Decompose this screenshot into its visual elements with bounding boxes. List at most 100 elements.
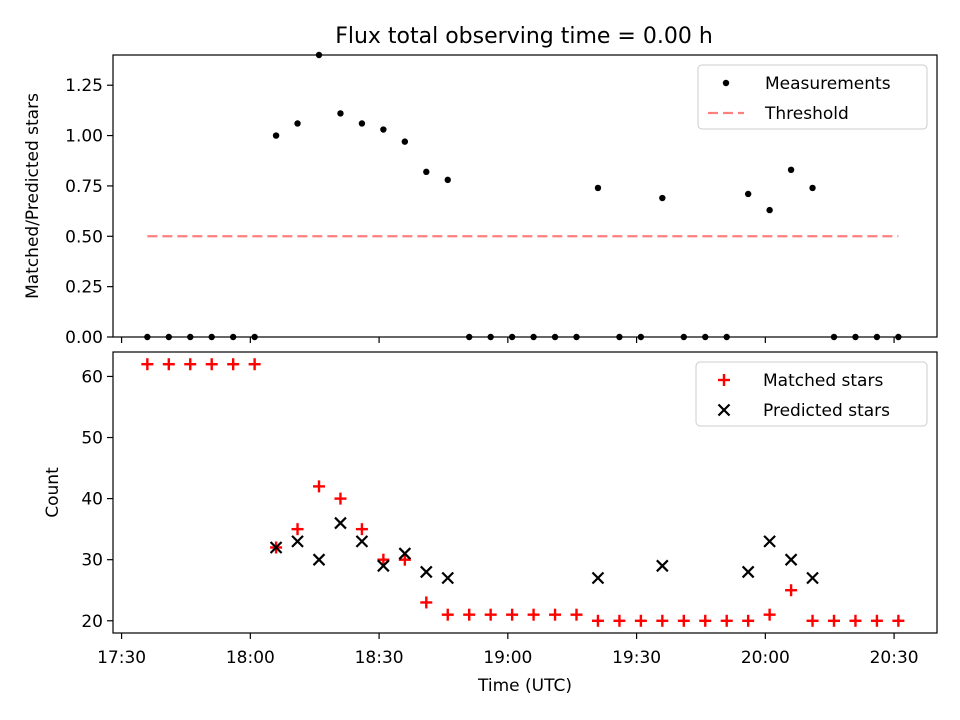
predicted-star-point xyxy=(806,571,819,585)
predicted-star-point xyxy=(763,535,776,548)
matched-star-point xyxy=(355,523,368,536)
measurement-point xyxy=(358,120,366,127)
predicted-star-point xyxy=(269,541,283,554)
measurement-point xyxy=(315,51,323,59)
predicted-star-point xyxy=(656,559,669,573)
matched-star-point xyxy=(398,553,411,566)
matched-star-point xyxy=(441,608,454,621)
predicted-star-point xyxy=(741,565,755,579)
measurement-point xyxy=(594,184,602,192)
legend-label: Threshold xyxy=(764,104,849,124)
predicted-star-point xyxy=(441,571,455,585)
legend-box xyxy=(697,64,928,130)
matched-star-point xyxy=(248,358,261,371)
matched-star-point xyxy=(742,614,755,627)
legend-key xyxy=(717,403,731,417)
matched-star-point xyxy=(763,608,776,621)
measurement-point xyxy=(294,120,301,127)
predicted-star-point xyxy=(784,553,798,566)
matched-star-point xyxy=(613,614,626,627)
x-tick-label: 18:30 xyxy=(355,648,404,668)
legend-box xyxy=(695,361,928,427)
matched-star-point xyxy=(634,614,647,627)
measurement-point xyxy=(852,333,859,341)
measurement-point xyxy=(573,333,580,341)
measurement-point xyxy=(680,333,687,341)
matched-star-point xyxy=(849,614,862,627)
matched-star-point xyxy=(313,480,325,493)
predicted-star-point xyxy=(355,535,369,548)
top-panel-ratio: 0.00 0.25 0.50 0.75 1.00 1.25 Matched/Predicte… xyxy=(23,51,938,348)
x-tick-label: 19:00 xyxy=(483,648,532,668)
y-tick-label: 20 xyxy=(81,612,103,632)
matched-star-point xyxy=(591,614,604,627)
measurement-point xyxy=(337,110,344,117)
measurement-point xyxy=(251,333,258,341)
measurement-point xyxy=(187,333,194,341)
matched-star-point xyxy=(570,608,583,621)
y-axis-label: Matched/Predicted stars xyxy=(23,93,43,299)
x-tick-label: 20:00 xyxy=(741,648,790,668)
matched-star-point xyxy=(291,523,304,536)
y-tick-label: 1.00 xyxy=(65,127,103,147)
legend-label: Predicted stars xyxy=(763,401,890,421)
measurement-point xyxy=(423,168,430,176)
y-tick-label: 0.50 xyxy=(65,227,103,247)
matched-star-point xyxy=(162,358,175,371)
measurement-point xyxy=(723,333,730,341)
legend-key xyxy=(718,374,730,386)
measurement-point xyxy=(895,333,902,341)
predicted-star-point xyxy=(291,535,304,548)
predicted-star-point xyxy=(420,565,433,579)
measurement-point xyxy=(272,132,280,139)
matched-star-point xyxy=(184,358,197,371)
y-tick-label: 60 xyxy=(81,367,103,387)
x-axis-label: Time (UTC) xyxy=(477,676,572,696)
measurement-point xyxy=(787,166,795,174)
measurement-point xyxy=(766,206,773,214)
matched-star-point xyxy=(506,608,519,621)
measurement-point xyxy=(702,333,709,341)
y-axis-label: Count xyxy=(43,467,63,518)
matched-star-point xyxy=(720,614,733,627)
predicted-star-point xyxy=(591,571,605,585)
measurement-point xyxy=(444,176,451,184)
matched-star-point xyxy=(549,608,562,621)
measurement-point xyxy=(551,333,559,341)
measurement-point xyxy=(144,333,151,341)
matched-star-point xyxy=(377,553,390,566)
matched-star-point xyxy=(141,358,154,371)
legend-label: Measurements xyxy=(765,74,891,94)
predicted-star-point xyxy=(334,516,347,530)
matched-star-point xyxy=(828,614,840,627)
matched-star-point xyxy=(892,614,905,627)
matched-star-point xyxy=(205,358,218,371)
y-tick-label: 30 xyxy=(81,551,103,571)
matched-star-point xyxy=(806,614,819,627)
matched-star-point xyxy=(656,614,669,627)
matched-star-point xyxy=(527,608,540,621)
y-tick-label: 0.00 xyxy=(65,328,103,348)
y-tick-label: 40 xyxy=(81,490,103,510)
matched-star-point xyxy=(227,358,240,371)
measurement-point xyxy=(401,138,409,145)
y-tick-label: 1.25 xyxy=(65,76,103,96)
predicted-star-point xyxy=(377,559,390,573)
x-tick-label: 18:00 xyxy=(226,648,275,668)
measurement-point xyxy=(380,126,387,133)
matched-star-point xyxy=(785,584,798,597)
predicted-star-point xyxy=(398,547,412,560)
measurement-point xyxy=(873,333,881,341)
x-tick-label: 20:30 xyxy=(870,648,919,668)
measurement-point xyxy=(616,333,623,341)
matched-star-point xyxy=(699,614,712,627)
measurement-point xyxy=(659,194,666,202)
measurement-point xyxy=(208,333,215,341)
matched-star-point xyxy=(334,492,347,505)
measurement-point xyxy=(830,333,838,341)
axes-frame xyxy=(112,351,938,634)
matched-star-point xyxy=(484,608,497,621)
measurement-point xyxy=(487,333,494,341)
legend: Measurements Threshold xyxy=(697,64,928,130)
